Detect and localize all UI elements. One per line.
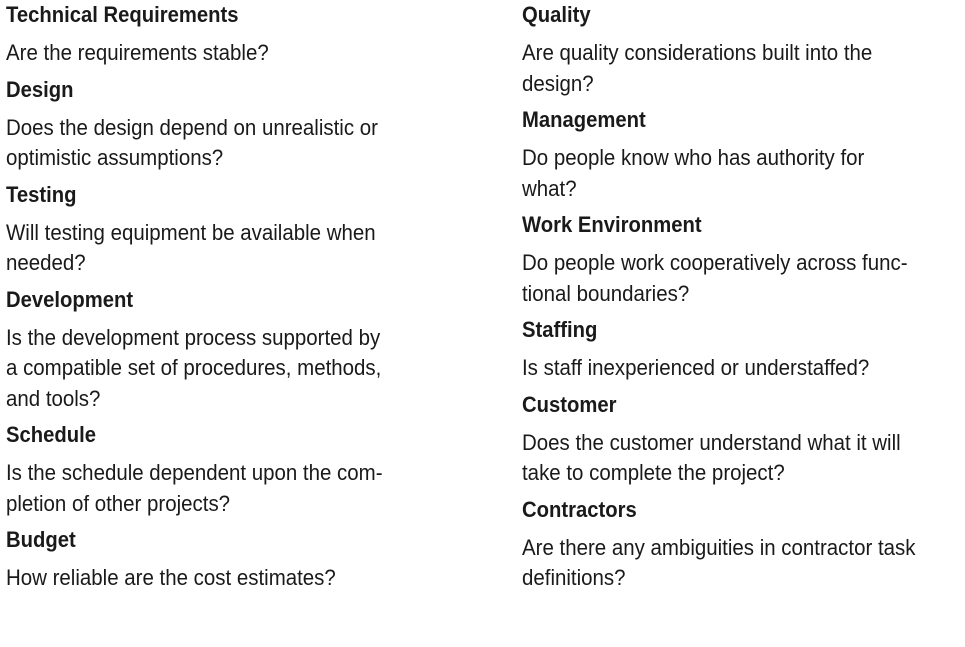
category-question: Does the customer understand what it wil… (522, 429, 901, 486)
risk-category-quality: Quality Are quality considerations built… (522, 0, 965, 105)
risk-category-management: Management Do people know who has author… (522, 105, 965, 210)
category-question: Are the requirements stable? (6, 40, 269, 65)
category-heading: Staffing (522, 317, 598, 342)
risk-category-budget: Budget How reliable are the cost estimat… (6, 525, 446, 600)
category-question: Is the development process supported by … (6, 324, 382, 411)
risk-category-technical-requirements: Technical Requirements Are the requireme… (6, 0, 446, 75)
category-question: Do people work cooperatively across func… (522, 250, 908, 306)
category-question: How reliable are the cost estimates? (6, 565, 336, 590)
category-heading: Testing (6, 181, 77, 207)
category-heading: Quality (522, 2, 591, 27)
category-question: Are there any ambiguities in contractor … (522, 534, 916, 591)
category-question: Is staff inexperienced or understaffed? (522, 355, 870, 380)
category-heading: Schedule (6, 422, 96, 447)
risk-category-staffing: Staffing Is staff inexperienced or under… (522, 315, 965, 390)
risk-category-testing: Testing Will testing equipment be availa… (6, 180, 446, 285)
category-question: Does the design depend on unrealistic or… (6, 114, 378, 171)
category-question: Is the schedule dependent upon the com- … (6, 460, 383, 516)
right-column: Quality Are quality considerations built… (522, 0, 965, 600)
left-column: Technical Requirements Are the requireme… (6, 0, 446, 600)
category-heading: Contractors (522, 496, 637, 522)
risk-category-development: Development Is the development process s… (6, 285, 446, 421)
category-heading: Management (522, 107, 646, 132)
risk-category-design: Design Does the design depend on unreali… (6, 75, 446, 180)
category-heading: Budget (6, 527, 76, 552)
category-question: Do people know who has authority for wha… (522, 145, 865, 201)
risk-category-schedule: Schedule Is the schedule dependent upon … (6, 420, 446, 525)
category-question: Are quality considerations built into th… (522, 40, 873, 96)
category-heading: Design (6, 76, 74, 102)
category-heading: Work Environment (522, 212, 702, 237)
risk-category-work-environment: Work Environment Do people work cooperat… (522, 210, 965, 315)
category-heading: Customer (522, 391, 617, 417)
category-heading: Development (6, 286, 134, 312)
category-question: Will testing equipment be available when… (6, 219, 376, 276)
risk-category-contractors: Contractors Are there any ambiguities in… (522, 495, 965, 600)
category-heading: Technical Requirements (6, 2, 239, 27)
risk-category-customer: Customer Does the customer understand wh… (522, 390, 965, 495)
